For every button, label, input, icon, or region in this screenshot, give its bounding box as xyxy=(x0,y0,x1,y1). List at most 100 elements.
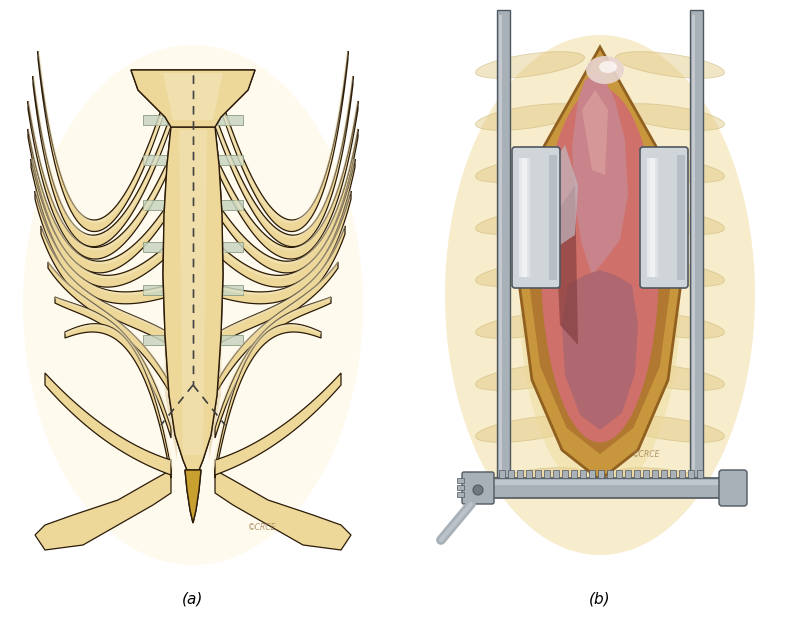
Polygon shape xyxy=(457,478,464,483)
Polygon shape xyxy=(598,470,604,478)
Polygon shape xyxy=(670,470,676,478)
Ellipse shape xyxy=(445,35,755,555)
Text: ©CRCE: ©CRCE xyxy=(248,523,277,532)
Polygon shape xyxy=(555,185,578,345)
Polygon shape xyxy=(457,485,464,490)
Polygon shape xyxy=(143,242,171,252)
Polygon shape xyxy=(163,130,177,460)
Polygon shape xyxy=(215,155,243,165)
Polygon shape xyxy=(541,108,659,420)
Polygon shape xyxy=(215,335,243,345)
Polygon shape xyxy=(518,47,682,480)
Polygon shape xyxy=(679,470,685,478)
Polygon shape xyxy=(553,470,559,478)
Ellipse shape xyxy=(475,416,585,442)
Text: (a): (a) xyxy=(182,592,204,607)
Ellipse shape xyxy=(475,363,585,391)
Polygon shape xyxy=(215,159,355,287)
Ellipse shape xyxy=(615,468,725,494)
Polygon shape xyxy=(185,470,201,523)
Ellipse shape xyxy=(615,52,725,78)
Polygon shape xyxy=(215,51,348,231)
Ellipse shape xyxy=(599,61,617,73)
Ellipse shape xyxy=(475,155,585,182)
Polygon shape xyxy=(692,15,695,475)
Polygon shape xyxy=(55,297,171,438)
Ellipse shape xyxy=(473,485,483,495)
Polygon shape xyxy=(65,324,171,478)
FancyBboxPatch shape xyxy=(462,472,494,504)
Polygon shape xyxy=(185,470,201,523)
Polygon shape xyxy=(163,73,223,120)
Polygon shape xyxy=(215,129,358,273)
FancyBboxPatch shape xyxy=(640,147,688,288)
Polygon shape xyxy=(562,270,638,430)
Polygon shape xyxy=(179,130,207,455)
Polygon shape xyxy=(215,242,243,252)
Polygon shape xyxy=(143,285,171,295)
Polygon shape xyxy=(41,226,171,346)
Polygon shape xyxy=(528,73,672,454)
Polygon shape xyxy=(580,470,586,478)
Polygon shape xyxy=(131,70,255,127)
Polygon shape xyxy=(45,373,171,475)
Text: (b): (b) xyxy=(589,592,611,607)
Polygon shape xyxy=(163,127,223,470)
Polygon shape xyxy=(215,324,321,478)
Polygon shape xyxy=(616,470,622,478)
Polygon shape xyxy=(650,158,657,277)
Ellipse shape xyxy=(23,45,363,565)
Polygon shape xyxy=(215,80,243,90)
Polygon shape xyxy=(143,115,171,125)
Polygon shape xyxy=(215,285,243,295)
Polygon shape xyxy=(522,158,529,277)
Polygon shape xyxy=(143,335,171,345)
FancyBboxPatch shape xyxy=(719,470,747,506)
Polygon shape xyxy=(131,70,255,127)
Polygon shape xyxy=(33,76,171,247)
Polygon shape xyxy=(497,10,510,480)
Text: ©CRCE: ©CRCE xyxy=(632,450,661,459)
Polygon shape xyxy=(35,470,171,550)
Ellipse shape xyxy=(615,260,725,286)
Polygon shape xyxy=(215,373,341,475)
Polygon shape xyxy=(653,158,659,277)
Polygon shape xyxy=(499,470,505,478)
Ellipse shape xyxy=(615,363,725,391)
Polygon shape xyxy=(643,470,649,478)
Polygon shape xyxy=(215,297,331,438)
Polygon shape xyxy=(28,129,171,273)
Polygon shape xyxy=(589,470,595,478)
Polygon shape xyxy=(571,470,577,478)
Ellipse shape xyxy=(586,56,624,84)
Polygon shape xyxy=(472,480,722,485)
Polygon shape xyxy=(517,470,523,478)
Ellipse shape xyxy=(475,312,585,338)
Polygon shape xyxy=(690,10,703,480)
Polygon shape xyxy=(143,200,171,210)
Ellipse shape xyxy=(475,104,585,130)
Polygon shape xyxy=(38,51,171,231)
Ellipse shape xyxy=(475,52,585,78)
Polygon shape xyxy=(143,80,171,90)
Polygon shape xyxy=(519,158,527,277)
Polygon shape xyxy=(562,470,568,478)
Polygon shape xyxy=(526,470,532,478)
Polygon shape xyxy=(215,191,351,304)
Polygon shape xyxy=(209,130,223,460)
Ellipse shape xyxy=(615,104,725,130)
Polygon shape xyxy=(179,130,207,455)
Polygon shape xyxy=(525,158,531,277)
Polygon shape xyxy=(457,492,464,497)
Polygon shape xyxy=(677,155,685,280)
Polygon shape xyxy=(163,127,223,470)
Ellipse shape xyxy=(475,208,585,234)
Polygon shape xyxy=(582,90,608,175)
Polygon shape xyxy=(535,470,541,478)
Polygon shape xyxy=(688,470,694,478)
Polygon shape xyxy=(469,478,725,498)
Polygon shape xyxy=(215,226,345,346)
Polygon shape xyxy=(647,158,655,277)
Polygon shape xyxy=(508,470,514,478)
Polygon shape xyxy=(143,155,171,165)
